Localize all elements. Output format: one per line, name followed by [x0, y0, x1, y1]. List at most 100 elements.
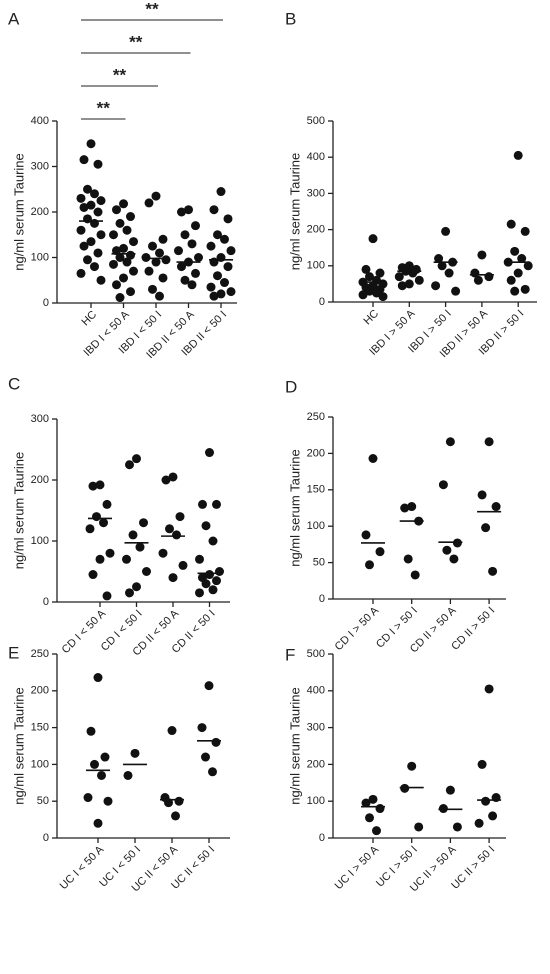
data-point	[520, 226, 530, 236]
data-point	[523, 261, 533, 271]
data-point	[223, 214, 233, 224]
data-point	[180, 230, 190, 240]
data-point	[93, 159, 103, 169]
y-tick-label: 400	[307, 685, 325, 697]
data-point	[144, 198, 154, 208]
data-point	[201, 521, 211, 531]
data-point	[375, 804, 385, 814]
data-point	[510, 286, 520, 296]
y-tick-label: 200	[307, 758, 325, 770]
data-point	[365, 560, 374, 570]
data-point	[95, 554, 105, 564]
significance-label: **	[113, 65, 127, 84]
data-point	[444, 268, 454, 278]
data-point	[112, 205, 121, 215]
data-point	[148, 284, 157, 294]
data-point	[365, 272, 374, 282]
data-point	[403, 554, 413, 564]
data-point	[445, 437, 455, 447]
data-point	[123, 770, 133, 780]
significance-label: **	[145, 0, 159, 18]
data-point	[195, 588, 204, 598]
data-point	[151, 257, 161, 267]
data-point	[126, 212, 135, 222]
data-point	[129, 266, 138, 276]
data-point	[126, 250, 135, 260]
data-point	[96, 196, 106, 206]
data-point	[93, 207, 103, 217]
data-point	[513, 150, 523, 160]
data-point	[394, 272, 404, 282]
data-point	[213, 230, 222, 240]
y-tick-label: 50	[37, 795, 49, 807]
data-point	[161, 475, 171, 485]
data-point	[209, 205, 219, 215]
x-tick-label: UC I < 50 A	[58, 843, 107, 892]
data-point	[139, 518, 148, 528]
data-point	[142, 567, 151, 576]
data-point	[105, 548, 115, 558]
data-point	[201, 752, 210, 762]
data-point	[79, 202, 89, 212]
data-point	[126, 287, 135, 297]
data-point	[477, 490, 487, 500]
y-tick-label: 400	[31, 115, 49, 127]
data-point	[187, 280, 197, 290]
data-point	[90, 189, 99, 199]
data-point	[451, 286, 461, 296]
data-point	[397, 281, 407, 291]
data-point	[86, 139, 96, 149]
data-point	[119, 243, 128, 253]
data-point	[88, 570, 98, 580]
data-point	[97, 770, 106, 780]
y-tick-label: 100	[31, 251, 49, 263]
data-point	[184, 205, 193, 215]
data-point	[506, 275, 516, 285]
data-point	[194, 253, 203, 262]
data-point	[158, 234, 168, 244]
data-point	[211, 737, 221, 747]
data-point	[206, 241, 216, 251]
data-point	[125, 588, 134, 598]
y-axis-label: ng/ml serum Taurine	[287, 153, 302, 271]
data-point	[208, 536, 218, 546]
data-point	[96, 275, 106, 285]
data-point	[408, 268, 418, 278]
y-tick-label: 50	[313, 557, 325, 569]
data-point	[375, 547, 385, 557]
data-point	[76, 193, 86, 203]
x-tick-label: UC I > 50 A	[333, 843, 382, 892]
data-point	[216, 289, 226, 299]
y-tick-label: 100	[31, 535, 49, 547]
significance-label: **	[129, 32, 143, 51]
data-point	[226, 246, 236, 256]
panel-label: A	[8, 9, 20, 28]
data-point	[158, 548, 168, 558]
data-point	[167, 726, 177, 736]
data-point	[212, 499, 221, 509]
data-point	[83, 184, 92, 194]
data-point	[132, 582, 141, 592]
data-point	[122, 225, 132, 235]
data-point	[119, 199, 128, 209]
data-point	[155, 291, 164, 301]
data-point	[102, 499, 112, 509]
data-point	[481, 796, 491, 806]
data-point	[93, 673, 103, 683]
data-point	[115, 218, 125, 228]
data-point	[144, 266, 154, 276]
data-point	[86, 200, 96, 210]
data-point	[506, 219, 516, 229]
data-point	[414, 275, 424, 285]
y-tick-label: 300	[31, 160, 49, 172]
data-point	[90, 262, 99, 272]
x-tick-label: HC	[79, 309, 99, 329]
y-axis-label: ng/ml serum Taurine	[287, 687, 302, 805]
y-tick-label: 0	[319, 593, 325, 605]
data-point	[93, 818, 103, 828]
data-point	[102, 591, 112, 601]
y-tick-label: 200	[307, 447, 325, 459]
data-point	[477, 250, 487, 260]
data-point	[109, 230, 118, 240]
data-point	[135, 542, 145, 552]
